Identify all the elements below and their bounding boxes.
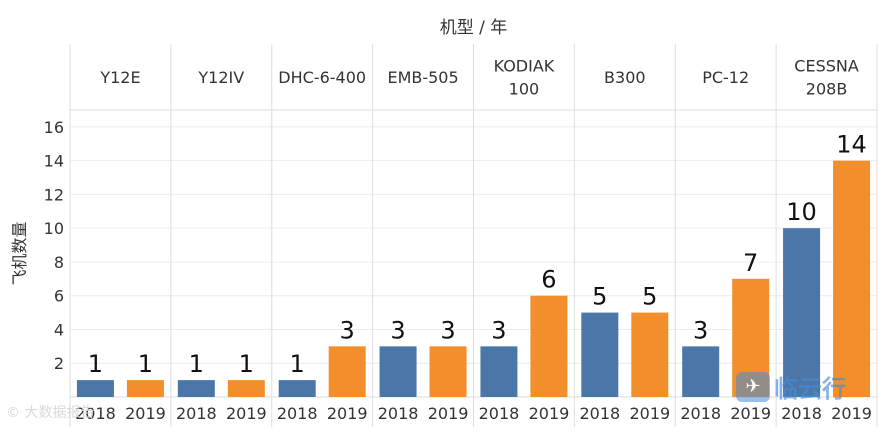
bar-1-2019 bbox=[227, 380, 265, 397]
data-label-3-2019: 3 bbox=[440, 316, 455, 344]
year-label-1-2018: 2018 bbox=[176, 404, 217, 423]
category-label-2-0: DHC-6-400 bbox=[278, 68, 366, 87]
y-tick-label-2: 2 bbox=[54, 354, 64, 373]
y-tick-label-8: 8 bbox=[54, 253, 64, 272]
category-label-3-0: EMB-505 bbox=[387, 68, 458, 87]
year-label-2-2018: 2018 bbox=[277, 404, 318, 423]
y-tick-label-4: 4 bbox=[54, 320, 64, 339]
y-tick-label-12: 12 bbox=[44, 185, 64, 204]
data-label-6-2019: 7 bbox=[743, 249, 758, 277]
year-label-5-2018: 2018 bbox=[579, 404, 620, 423]
bar-7-2018 bbox=[783, 228, 821, 397]
data-label-4-2018: 3 bbox=[491, 316, 506, 344]
data-label-7-2019: 14 bbox=[836, 131, 867, 159]
bar-5-2019 bbox=[631, 312, 669, 397]
data-label-1-2018: 1 bbox=[189, 350, 204, 378]
year-label-1-2019: 2019 bbox=[226, 404, 267, 423]
category-label-6-0: PC-12 bbox=[702, 68, 749, 87]
year-label-4-2019: 2019 bbox=[529, 404, 570, 423]
bar-5-2018 bbox=[581, 312, 619, 397]
year-label-7-2018: 2018 bbox=[781, 404, 822, 423]
bar-4-2019 bbox=[530, 295, 568, 397]
y-tick-label-16: 16 bbox=[44, 118, 64, 137]
y-tick-label-6: 6 bbox=[54, 287, 64, 306]
data-label-1-2019: 1 bbox=[239, 350, 254, 378]
bar-3-2019 bbox=[429, 346, 467, 397]
year-label-3-2019: 2019 bbox=[428, 404, 469, 423]
bar-3-2018 bbox=[379, 346, 417, 397]
bar-4-2018 bbox=[480, 346, 518, 397]
category-label-0-0: Y12E bbox=[99, 68, 140, 87]
data-label-5-2019: 5 bbox=[642, 283, 657, 311]
watermark-right: ✈ 临云行 bbox=[736, 369, 846, 404]
chart-title: 机型 / 年 bbox=[440, 18, 508, 38]
bar-2-2018 bbox=[278, 380, 316, 397]
y-tick-label-14: 14 bbox=[44, 152, 64, 171]
category-label-5-0: B300 bbox=[604, 68, 646, 87]
category-label-7-1: 208B bbox=[806, 80, 848, 99]
category-label-1-0: Y12IV bbox=[197, 68, 244, 87]
year-label-0-2018: 2018 bbox=[75, 404, 116, 423]
watermark-right-text: 临云行 bbox=[774, 375, 846, 403]
year-label-4-2018: 2018 bbox=[479, 404, 520, 423]
watermark-left: © 大数据报告 bbox=[6, 405, 95, 421]
year-label-6-2019: 2019 bbox=[730, 404, 771, 423]
data-label-4-2019: 6 bbox=[541, 266, 556, 294]
data-label-6-2018: 3 bbox=[693, 316, 708, 344]
year-label-3-2018: 2018 bbox=[378, 404, 419, 423]
bar-7-2019 bbox=[833, 160, 871, 397]
y-tick-label-10: 10 bbox=[44, 219, 64, 238]
category-label-7-0: CESSNA bbox=[794, 57, 859, 76]
data-label-2-2018: 1 bbox=[290, 350, 305, 378]
data-label-7-2018: 10 bbox=[786, 198, 817, 226]
bar-1-2018 bbox=[177, 380, 215, 397]
data-label-2-2019: 3 bbox=[340, 316, 355, 344]
bar-0-2018 bbox=[76, 380, 114, 397]
data-label-0-2019: 1 bbox=[138, 350, 153, 378]
data-label-3-2018: 3 bbox=[390, 316, 405, 344]
bar-2-2019 bbox=[328, 346, 366, 397]
bar-0-2019 bbox=[126, 380, 164, 397]
year-label-0-2019: 2019 bbox=[125, 404, 166, 423]
category-label-4-0: KODIAK bbox=[494, 57, 555, 76]
year-label-7-2019: 2019 bbox=[831, 404, 872, 423]
year-label-2-2019: 2019 bbox=[327, 404, 368, 423]
y-axis-label: 飞机数量 bbox=[10, 221, 29, 285]
year-label-6-2018: 2018 bbox=[680, 404, 721, 423]
data-label-5-2018: 5 bbox=[592, 283, 607, 311]
category-label-4-1: 100 bbox=[509, 80, 540, 99]
data-label-0-2018: 1 bbox=[88, 350, 103, 378]
year-label-5-2019: 2019 bbox=[629, 404, 670, 423]
plane-icon: ✈ bbox=[736, 371, 770, 402]
bar-6-2018 bbox=[682, 346, 720, 397]
